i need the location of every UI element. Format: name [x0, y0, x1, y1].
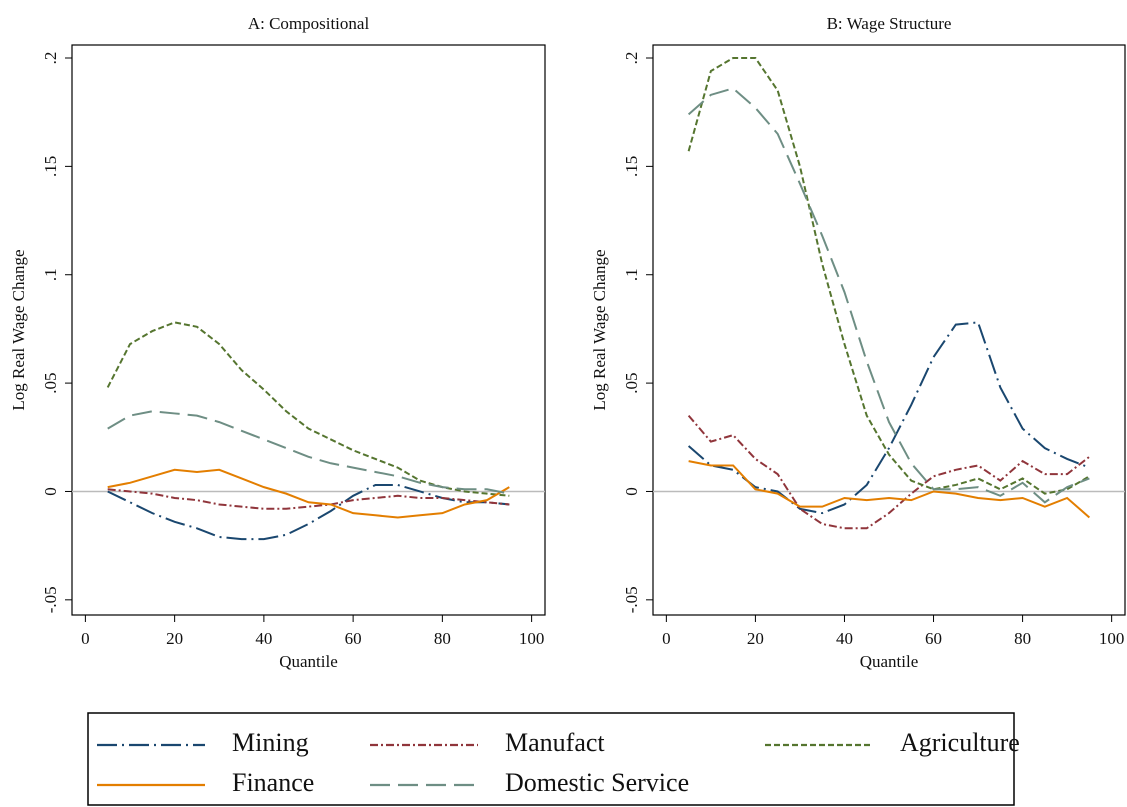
- series-line: [107, 410, 510, 495]
- panel-title: A: Compositional: [248, 14, 370, 33]
- x-axis-label: Quantile: [860, 652, 919, 671]
- y-tick-label: -.05: [41, 586, 60, 613]
- series-line: [107, 488, 510, 510]
- y-axis-label: Log Real Wage Change: [9, 249, 28, 410]
- y-tick-label: .2: [41, 52, 60, 65]
- legend-label: Domestic Service: [505, 768, 689, 797]
- x-tick-label: 20: [747, 629, 764, 648]
- series-line: [687, 321, 1090, 515]
- x-tick-label: 80: [434, 629, 451, 648]
- y-tick-label: .1: [41, 268, 60, 281]
- y-tick-label: .05: [622, 372, 641, 393]
- x-tick-label: 0: [662, 629, 671, 648]
- y-tick-label: .1: [622, 268, 641, 281]
- series-line: [107, 468, 510, 519]
- x-tick-label: 40: [255, 629, 272, 648]
- legend-box: [87, 712, 1015, 806]
- x-tick-label: 20: [166, 629, 183, 648]
- y-axis-label: Log Real Wage Change: [590, 249, 609, 410]
- series-line: [687, 414, 1090, 530]
- x-axis-label: Quantile: [279, 652, 338, 671]
- legend-label: Agriculture: [900, 728, 1020, 757]
- y-tick-label: 0: [622, 487, 641, 496]
- legend-label: Manufact: [505, 728, 605, 757]
- plot-frame: [652, 44, 1126, 616]
- series-line: [687, 57, 1090, 495]
- y-tick-label: 0: [41, 487, 60, 496]
- series-line: [106, 321, 510, 497]
- x-tick-label: 100: [519, 629, 545, 648]
- y-tick-label: .15: [622, 156, 641, 177]
- y-tick-label: -.05: [622, 586, 641, 613]
- legend-label: Finance: [232, 768, 314, 797]
- x-tick-label: 60: [345, 629, 362, 648]
- y-tick-label: .15: [41, 156, 60, 177]
- series-line: [687, 87, 1090, 504]
- legend-label: Mining: [232, 728, 309, 757]
- series-line: [107, 483, 510, 541]
- series-line: [688, 460, 1091, 519]
- x-tick-label: 40: [836, 629, 853, 648]
- x-tick-label: 100: [1099, 629, 1125, 648]
- x-tick-label: 80: [1014, 629, 1031, 648]
- y-tick-label: .05: [41, 372, 60, 393]
- panel-title: B: Wage Structure: [827, 14, 952, 33]
- x-tick-label: 60: [925, 629, 942, 648]
- plot-frame: [71, 44, 546, 616]
- x-tick-label: 0: [81, 629, 90, 648]
- y-tick-label: .2: [622, 52, 641, 65]
